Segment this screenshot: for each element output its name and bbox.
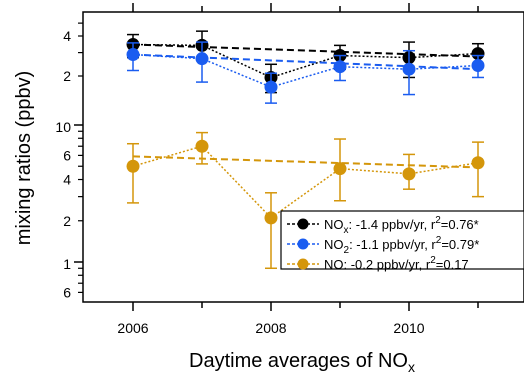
legend-subscript: x xyxy=(344,225,349,236)
data-point xyxy=(402,62,416,76)
legend: NOx: -1.4 ppbv/yr, r2=0.76*NO2: -1.1 ppb… xyxy=(280,210,524,272)
data-point xyxy=(264,80,278,94)
data-point xyxy=(471,58,485,72)
legend-entry: NO2: -1.1 ppbv/yr, r2=0.79* xyxy=(324,235,479,256)
legend-name: NO xyxy=(324,237,344,252)
series-2 xyxy=(126,131,485,270)
series-line xyxy=(132,53,479,88)
x-axis-title-subscript: x xyxy=(408,359,415,375)
data-point xyxy=(195,139,209,153)
x-tick-label: 2006 xyxy=(117,320,148,336)
x-tick-label: 2010 xyxy=(393,320,424,336)
x-tick-label: 2008 xyxy=(255,320,286,336)
series-fit-line xyxy=(132,43,479,58)
legend-superscript: 2 xyxy=(436,235,442,246)
y-tick-label: 1 xyxy=(63,256,71,272)
data-point xyxy=(195,52,209,66)
y-tick-label: 6 xyxy=(63,284,71,300)
y-tick-label: 6 xyxy=(63,147,71,163)
series-1 xyxy=(126,41,485,104)
y-tick-label: 4 xyxy=(63,28,71,44)
data-point xyxy=(471,156,485,170)
legend-swatch-marker xyxy=(297,238,309,250)
data-point xyxy=(126,159,140,173)
legend-name: NO xyxy=(324,257,344,272)
legend-box xyxy=(280,210,524,270)
series-layer xyxy=(126,30,485,270)
legend-superscript: 2 xyxy=(435,215,441,226)
x-axis: 2006 2008 2010 xyxy=(117,3,479,336)
legend-end: =0.76* xyxy=(441,217,479,232)
legend-detail: : -1.1 ppbv/yr, r xyxy=(349,237,436,252)
plot-frame xyxy=(82,11,524,303)
legend-subscript: 2 xyxy=(344,245,350,256)
data-point xyxy=(126,48,140,62)
x-axis-title-main: Daytime averages of NO xyxy=(189,350,408,372)
legend-swatch-marker xyxy=(297,258,309,270)
legend-detail: : -0.2 ppbv/yr, r xyxy=(344,257,431,272)
legend-name: NO xyxy=(324,217,344,232)
data-point xyxy=(333,162,347,176)
y-tick-label: 2 xyxy=(63,213,71,229)
series-line xyxy=(132,43,479,79)
y-tick-label: 2 xyxy=(63,68,71,84)
series-fit-line xyxy=(132,53,479,71)
x-axis-title: Daytime averages of NOx xyxy=(189,350,415,375)
y-tick-label: 10 xyxy=(55,119,71,135)
data-point xyxy=(402,167,416,181)
legend-end: =0.17 xyxy=(436,257,469,272)
legend-detail: : -1.4 ppbv/yr, r xyxy=(349,217,436,232)
series-fit-line xyxy=(132,155,479,169)
data-point xyxy=(471,47,485,61)
legend-superscript: 2 xyxy=(430,255,436,266)
legend-entry: NO: -0.2 ppbv/yr, r2=0.17 xyxy=(324,255,469,272)
series-line xyxy=(132,145,479,219)
y-tick-label: 4 xyxy=(63,172,71,188)
legend-entry: NOx: -1.4 ppbv/yr, r2=0.76* xyxy=(324,215,479,236)
y-axis-title: mixing ratios (ppbv) xyxy=(13,71,35,246)
data-point xyxy=(333,60,347,74)
series-0 xyxy=(126,30,485,94)
y-axis: 4 2 6 4 2 6 10 1 xyxy=(55,22,83,300)
legend-end: =0.79* xyxy=(441,237,479,252)
legend-swatch-marker xyxy=(297,218,309,230)
data-point xyxy=(264,211,278,225)
